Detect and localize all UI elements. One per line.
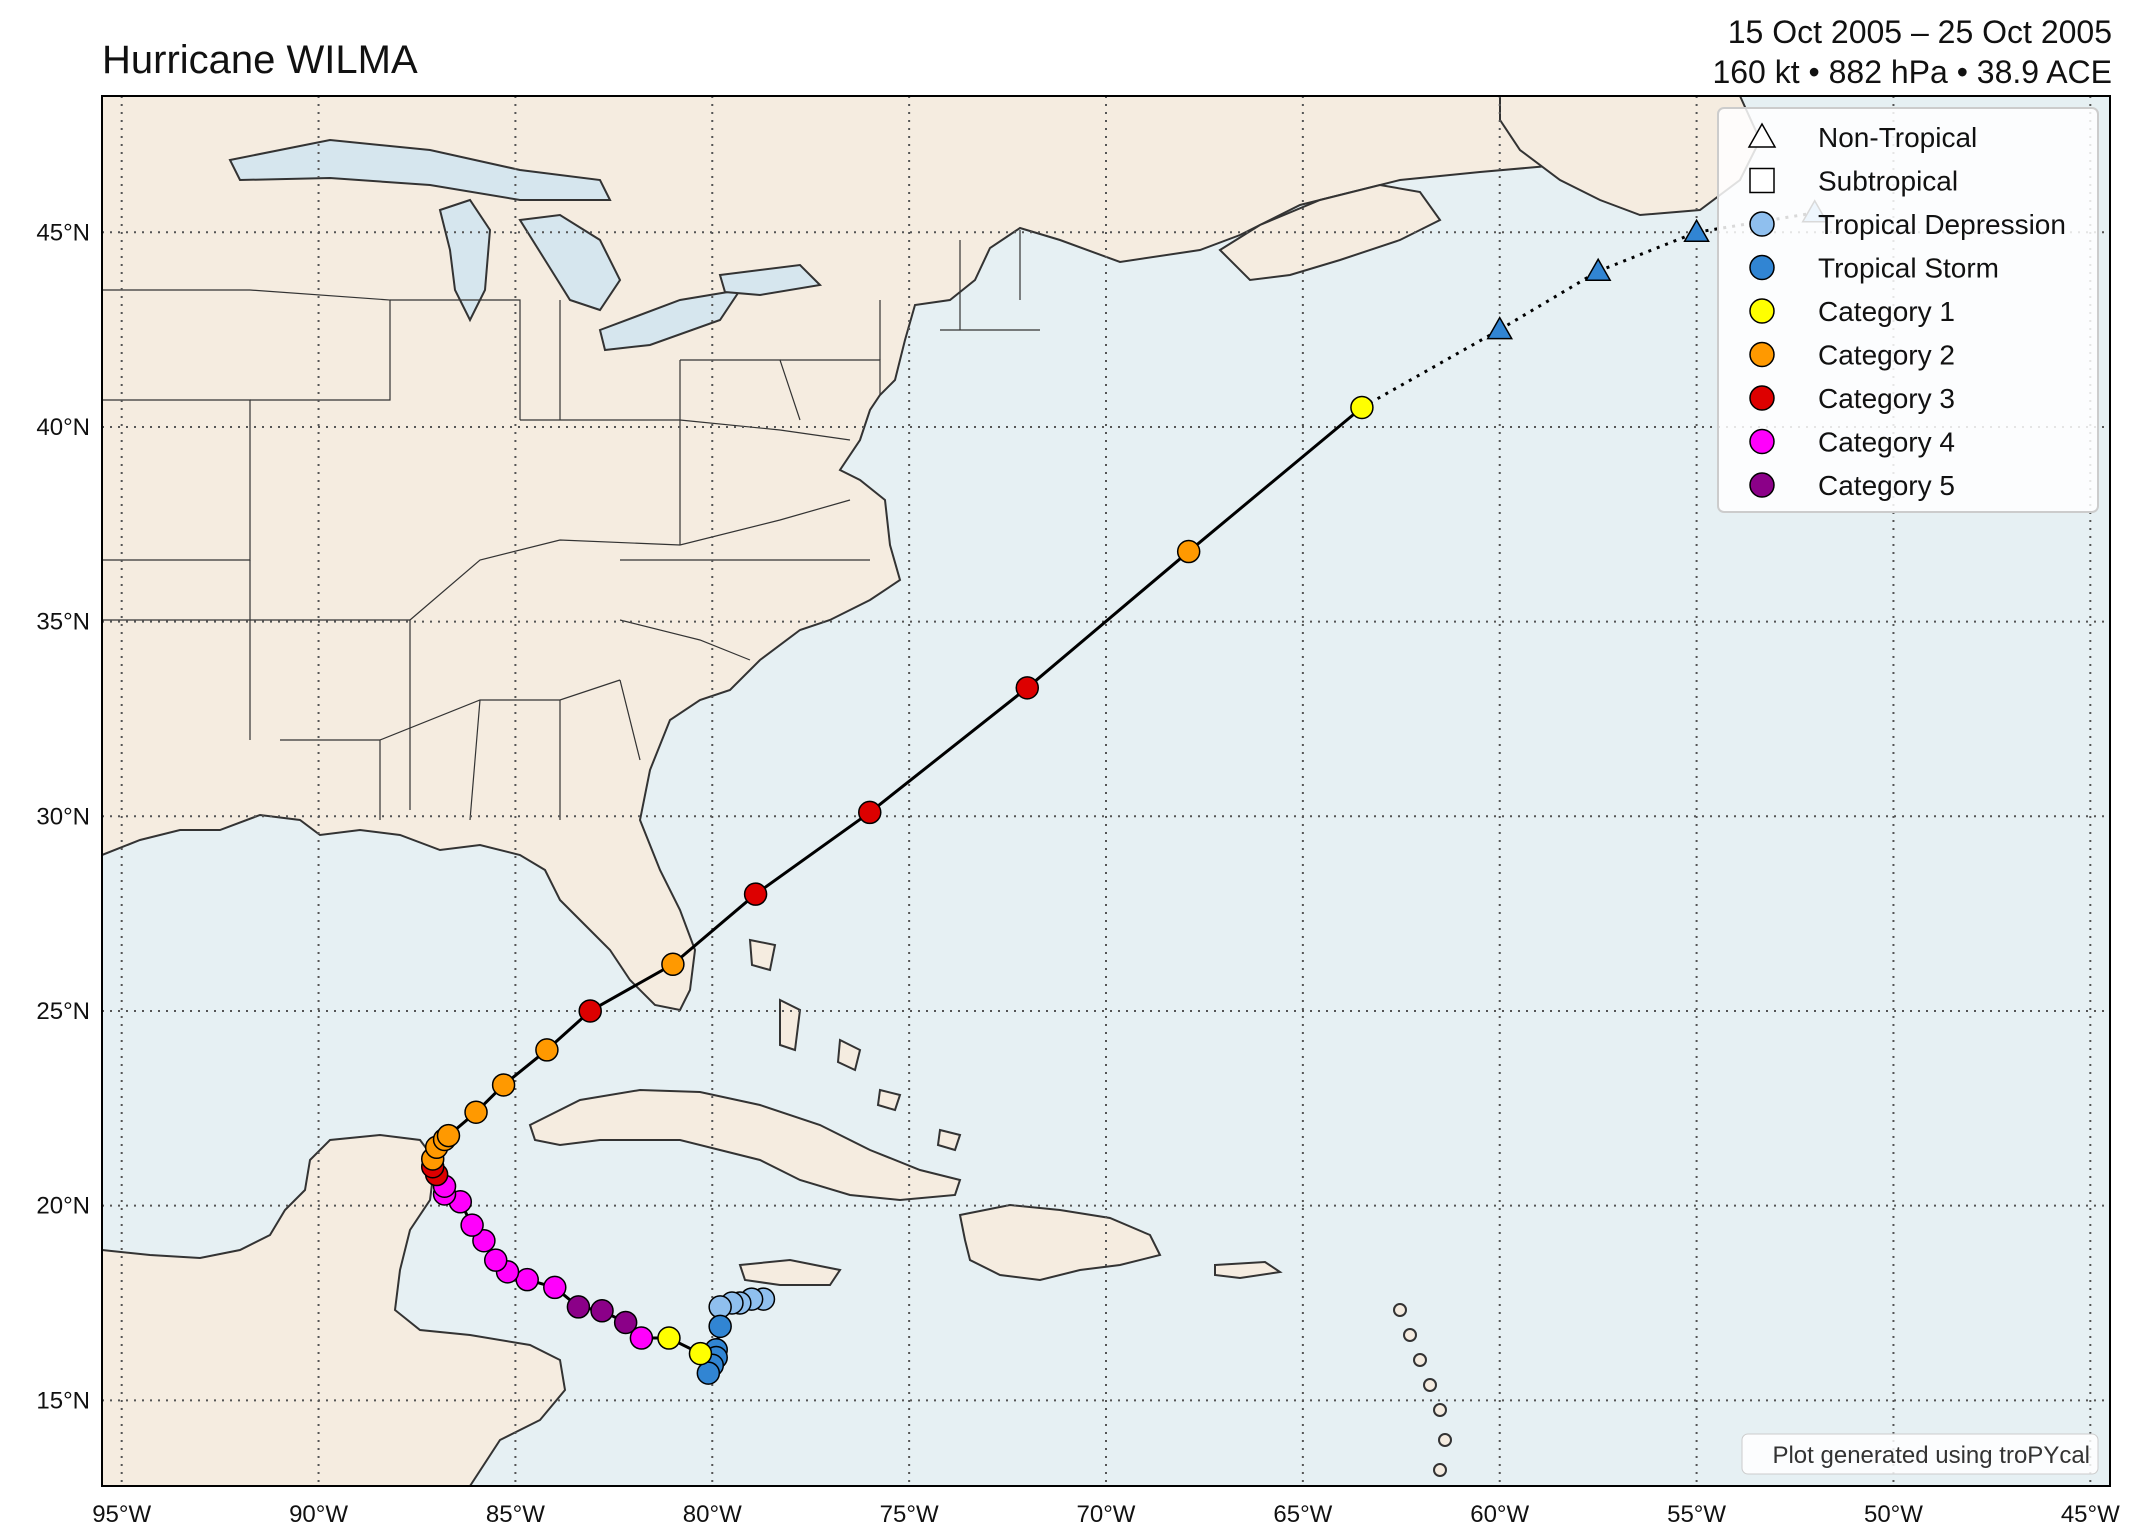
legend-marker-circle — [1749, 341, 1775, 368]
legend-label: Category 2 — [1818, 340, 1955, 371]
legend-label: Tropical Storm — [1818, 253, 1999, 284]
track-point — [696, 1361, 721, 1385]
lat-tick-label: 35°N — [36, 609, 90, 636]
track-point-nontropical — [1486, 316, 1514, 340]
lat-tick-label: 15°N — [36, 1387, 90, 1414]
lon-tick-label: 85°W — [486, 1501, 545, 1528]
plot-frame — [101, 95, 2111, 1487]
legend-marker-circle — [1749, 385, 1775, 411]
track-segment — [1187, 406, 1363, 553]
track-segment — [671, 893, 757, 966]
track-point — [858, 800, 882, 825]
land-north-america — [102, 96, 1742, 1012]
track-segment — [754, 811, 871, 896]
legend-marker-circle — [1749, 254, 1775, 281]
track-point — [1350, 395, 1374, 420]
land-jamaica — [738, 1258, 842, 1286]
track-point — [688, 1341, 713, 1366]
track-point — [491, 1073, 516, 1097]
lon-tick-label: 90°W — [289, 1501, 348, 1528]
track-point — [436, 1123, 461, 1148]
legend-marker-square — [1749, 167, 1775, 194]
legend-marker-circle — [1749, 472, 1775, 498]
land-hispaniola — [958, 1203, 1162, 1282]
track-point — [472, 1228, 496, 1253]
lon-tick-label: 60°W — [1470, 1501, 1529, 1528]
lat-tick-label: 30°N — [36, 803, 90, 830]
credit-box: Plot generated using troPYcal — [1741, 1433, 2099, 1475]
track-point — [590, 1299, 614, 1323]
lat-tick-label: 40°N — [36, 414, 90, 441]
legend: Non-Tropical Subtropical Tropical Depressi… — [1717, 107, 2099, 513]
legend-label: Non-Tropical — [1818, 122, 1977, 153]
legend-marker-triangle — [1747, 122, 1777, 148]
latitude-tick-labels: 15°N 20°N 25°N 30°N 35°N 40°N 45°N — [36, 219, 90, 1414]
track-point — [743, 882, 768, 906]
track-point — [708, 1314, 732, 1339]
land-cuba — [528, 1088, 962, 1202]
legend-label: Category 4 — [1818, 427, 1955, 458]
legend-label: Category 5 — [1818, 470, 1955, 501]
track-point — [578, 999, 602, 1023]
track-point-nontropical — [1584, 257, 1612, 281]
track-point — [1176, 539, 1201, 564]
track-segment — [1026, 550, 1190, 689]
storm-summary: 15 Oct 2005 – 25 Oct 2005 160 kt • 882 h… — [1712, 12, 2112, 92]
legend-label: Category 3 — [1818, 383, 1955, 414]
track-point — [483, 1248, 508, 1272]
track-point — [460, 1213, 484, 1237]
track-point — [515, 1267, 539, 1292]
legend-marker-circle — [1749, 428, 1775, 455]
track-segment — [1498, 269, 1599, 331]
storm-track-points — [420, 199, 1828, 1385]
map-title: Hurricane WILMA — [102, 38, 418, 82]
land-mexico-central-america — [102, 1133, 567, 1486]
legend-box — [1717, 107, 2099, 513]
lat-tick-label: 45°N — [36, 219, 90, 246]
land-nova-scotia — [1218, 183, 1442, 282]
legend-label: Subtropical — [1818, 166, 1958, 197]
lon-tick-label: 80°W — [683, 1501, 742, 1528]
track-point-nontropical — [1683, 218, 1710, 243]
track-point — [629, 1326, 654, 1350]
track-point — [543, 1275, 567, 1300]
legend-marker-circle — [1749, 211, 1775, 237]
track-point — [535, 1038, 559, 1062]
credit-text: Plot generated using troPYcal — [1772, 1442, 2090, 1469]
lon-tick-label: 65°W — [1273, 1501, 1332, 1528]
track-point — [566, 1295, 591, 1319]
date-range: 15 Oct 2005 – 25 Oct 2005 — [1727, 14, 2112, 50]
legend-marker-circle — [1749, 298, 1775, 324]
lon-tick-label: 95°W — [92, 1501, 151, 1528]
track-point — [708, 1295, 732, 1319]
land-bahamas — [748, 938, 962, 1152]
land-puerto-rico — [1214, 1260, 1283, 1280]
lon-tick-label: 75°W — [880, 1501, 939, 1528]
lat-tick-label: 20°N — [36, 1193, 90, 1220]
lon-tick-label: 55°W — [1667, 1501, 1726, 1528]
land-lesser-antilles — [1393, 1303, 1452, 1477]
track-point — [661, 952, 685, 977]
track-segment — [589, 962, 674, 1013]
track-segment — [868, 686, 1029, 814]
track-point — [464, 1100, 488, 1124]
lon-tick-label: 45°W — [2061, 1501, 2120, 1528]
lon-tick-label: 50°W — [1864, 1501, 1923, 1528]
longitude-tick-labels: 95°W 90°W 85°W 80°W 75°W 70°W 65°W 60°W 55°W 50°W… — [92, 1501, 2120, 1528]
state-borders — [102, 230, 1040, 821]
track-point — [657, 1326, 681, 1350]
track-point — [1015, 676, 1040, 700]
legend-label: Tropical Depression — [1818, 209, 2066, 240]
legend-label: Category 1 — [1818, 296, 1955, 327]
lon-tick-label: 70°W — [1077, 1501, 1136, 1528]
intensity-stats: 160 kt • 882 hPa • 38.9 ACE — [1712, 54, 2112, 90]
track-point — [613, 1310, 638, 1335]
lat-tick-label: 25°N — [36, 998, 90, 1025]
